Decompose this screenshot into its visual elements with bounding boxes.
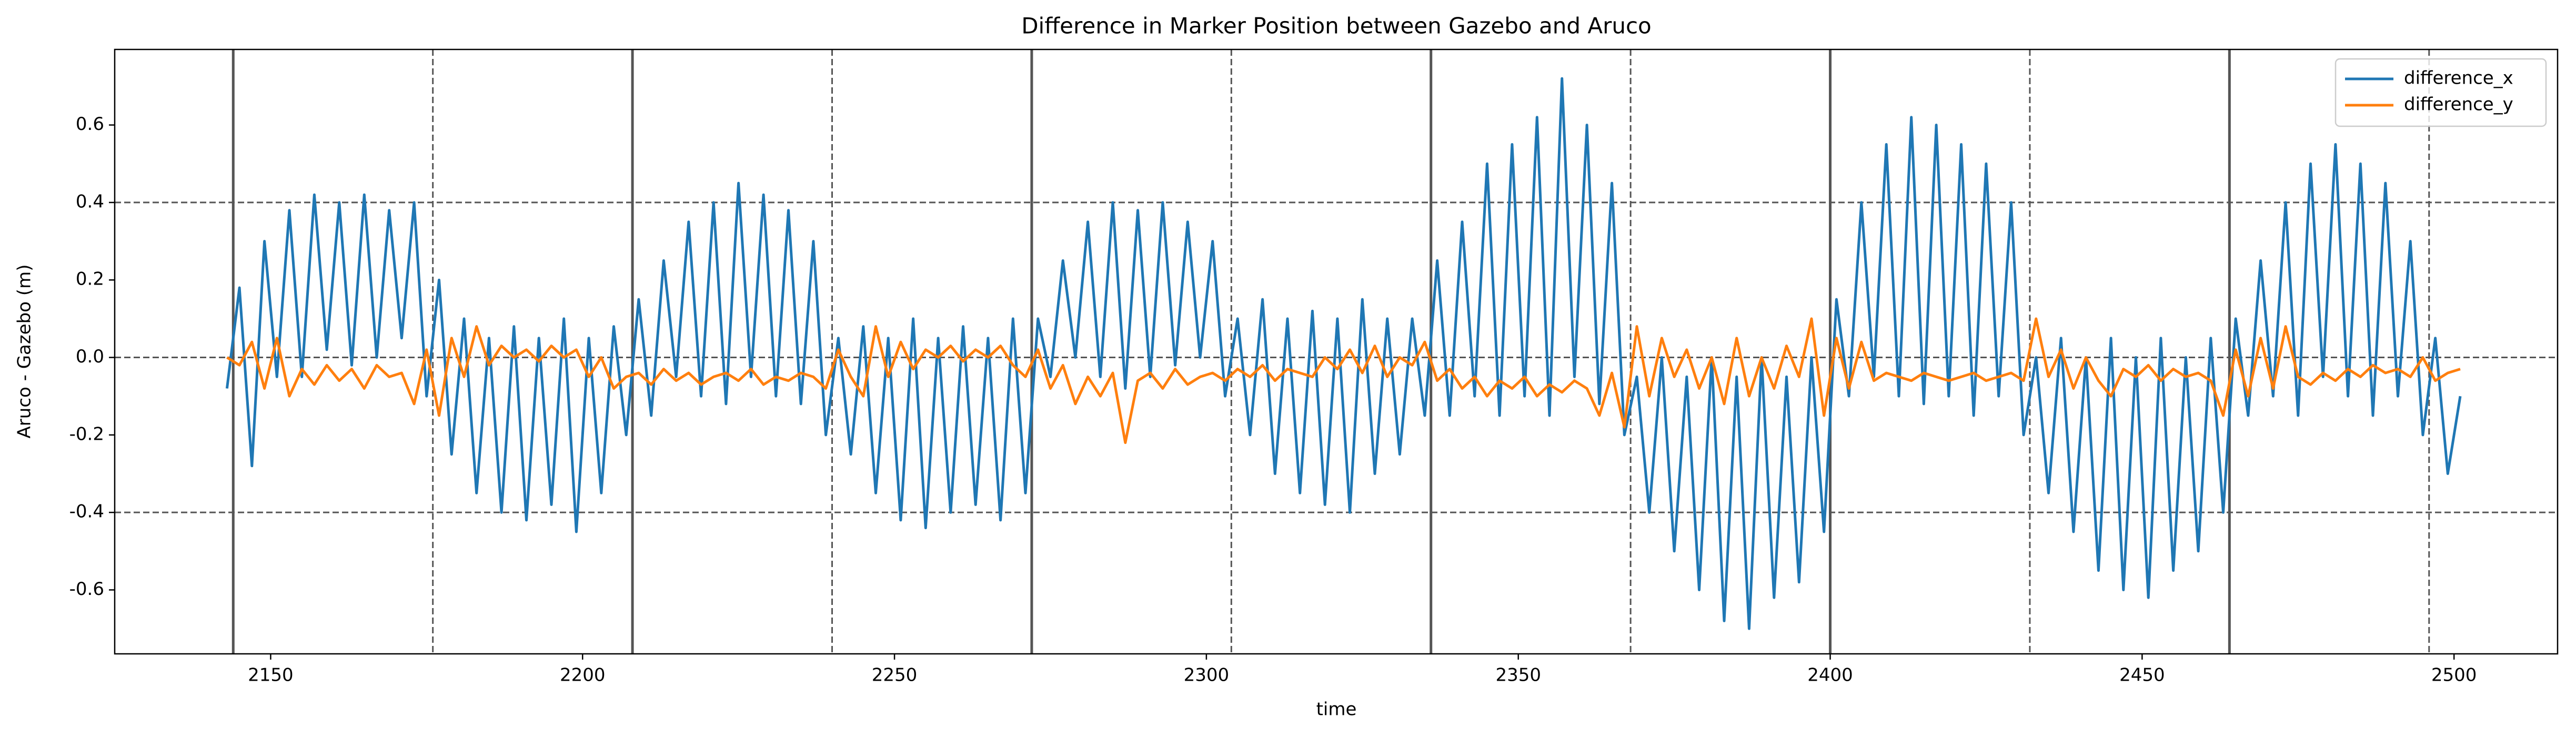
y-axis-label: Aruco - Gazebo (m) bbox=[14, 265, 35, 439]
x-tick-label: 2400 bbox=[1807, 665, 1853, 686]
legend-label: difference_y bbox=[2404, 94, 2513, 115]
y-tick-label: 0.4 bbox=[76, 191, 104, 212]
data-line bbox=[226, 317, 2461, 444]
legend-label: difference_x bbox=[2404, 68, 2513, 89]
x-tick-label: 2200 bbox=[560, 665, 606, 686]
y-tick-label: -0.2 bbox=[69, 423, 104, 444]
x-axis-label: time bbox=[1316, 699, 1357, 720]
plot-frame bbox=[114, 48, 2559, 655]
y-tick-label: 0.2 bbox=[76, 269, 104, 290]
x-tick-label: 2150 bbox=[248, 665, 294, 686]
y-tick-label: 0.0 bbox=[76, 346, 104, 367]
x-tick-label: 2450 bbox=[2119, 665, 2165, 686]
chart-title: Difference in Marker Position between Ga… bbox=[1021, 13, 1652, 39]
y-tick-label: -0.4 bbox=[69, 501, 104, 522]
x-tick-label: 2500 bbox=[2431, 665, 2477, 686]
y-tick-label: -0.6 bbox=[69, 579, 104, 600]
x-tick-label: 2350 bbox=[1495, 665, 1541, 686]
legend-box bbox=[2334, 58, 2547, 127]
data-line bbox=[225, 77, 2462, 630]
x-tick-label: 2250 bbox=[872, 665, 918, 686]
x-tick-label: 2300 bbox=[1184, 665, 1230, 686]
y-tick-label: 0.6 bbox=[76, 114, 104, 135]
